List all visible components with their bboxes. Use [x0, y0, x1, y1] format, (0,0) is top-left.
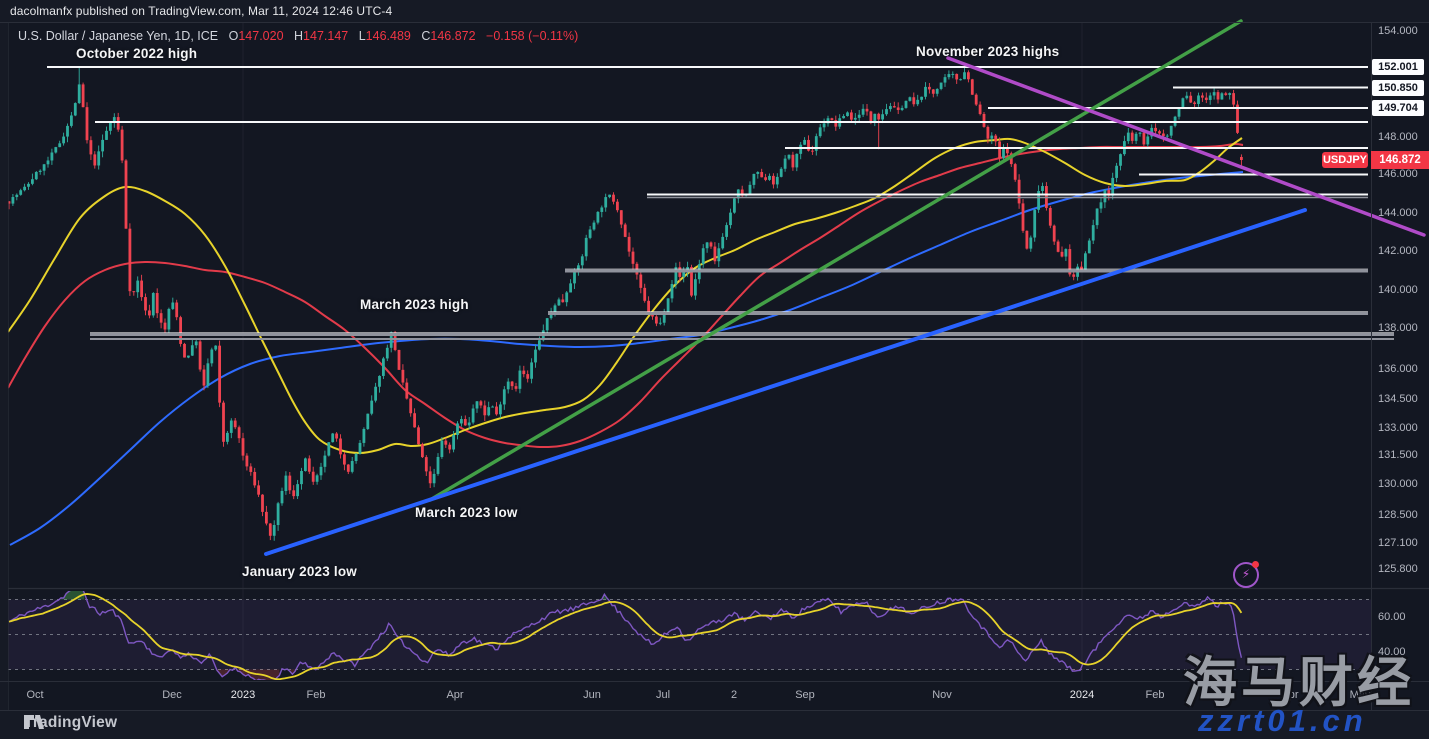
annotation-october-2022-high[interactable]: October 2022 high: [76, 46, 198, 61]
purple-downtrend-from-november-high[interactable]: [946, 56, 1426, 237]
current-price-badge: 146.872: [1371, 151, 1429, 169]
watermark-url-text: zzrt01.cn: [1198, 703, 1367, 738]
price-tick-127.100: 127.100: [1378, 537, 1418, 549]
time-tick-Jun: Jun: [583, 689, 601, 701]
symbol-price-pill: USDJPY: [1322, 152, 1368, 168]
green-uptrend-from-march-low[interactable]: [428, 19, 1243, 502]
time-tick-Oct: Oct: [26, 689, 44, 701]
price-tick-134.500: 134.500: [1378, 393, 1418, 405]
annotation-march-2023-low[interactable]: March 2023 low: [415, 505, 518, 520]
watermark-cn-text: 海马财经: [1183, 653, 1415, 713]
annotation-november-2023-highs[interactable]: November 2023 highs: [916, 44, 1060, 59]
open-label: O: [228, 29, 239, 43]
time-tick-Dec: Dec: [162, 689, 182, 701]
rsi-line: [8, 591, 1243, 680]
sma-fast-yellow: [8, 137, 1243, 455]
symbol-ohlc-legend[interactable]: U.S. Dollar / Japanese Yen, 1D, ICE O147…: [18, 29, 578, 43]
price-tick-140.000: 140.000: [1378, 284, 1418, 296]
tradingview-logo-icon: [24, 715, 44, 729]
price-tick-128.500: 128.500: [1378, 509, 1418, 521]
close-label: C: [421, 29, 431, 43]
price-level-badge-150.850: 150.850: [1372, 79, 1424, 96]
time-tick-Apr: Apr: [446, 689, 464, 701]
price-level-badge-149.704: 149.704: [1372, 100, 1424, 116]
sma-slow-blue: [9, 171, 1244, 546]
time-tick-Feb: Feb: [1145, 689, 1165, 701]
open-value: 147.020: [238, 29, 284, 43]
sma-mid-red: [8, 142, 1244, 449]
candlestick-series: [8, 67, 1243, 541]
price-tick-146.000: 146.000: [1378, 168, 1418, 180]
price-tick-144.000: 144.000: [1378, 207, 1418, 219]
time-tick-2: 2: [730, 689, 738, 701]
price-tick-142.000: 142.000: [1378, 245, 1418, 257]
rsi-indicator: [8, 591, 1243, 680]
annotation-march-2023-high[interactable]: March 2023 high: [360, 297, 469, 312]
high-value: 147.147: [303, 29, 349, 43]
price-tick-133.000: 133.000: [1378, 422, 1418, 434]
attribution-text: dacolmanfx published on TradingView.com,…: [10, 4, 393, 18]
price-tick-130.000: 130.000: [1378, 478, 1418, 490]
time-tick-2023: 2023: [230, 689, 256, 701]
time-tick-Sep: Sep: [795, 689, 815, 701]
low-value: 146.489: [365, 29, 411, 43]
lightning-reaction-button[interactable]: ⚡: [1233, 561, 1259, 588]
change-value: −0.158 (−0.11%): [486, 29, 579, 43]
lightning-icon: ⚡: [1241, 567, 1251, 581]
level-channel-138.8[interactable]: [548, 311, 1368, 315]
price-level-badge-152.001: 152.001: [1372, 59, 1424, 75]
rsi-ma-line: [8, 593, 1243, 680]
tradingview-logo-text: TradingView: [24, 714, 118, 731]
time-tick-Nov: Nov: [932, 689, 952, 701]
price-tick-148.000: 148.000: [1378, 131, 1418, 143]
blue-major-uptrend-from-january-low[interactable]: [264, 208, 1307, 556]
price-tick-136.000: 136.000: [1378, 363, 1418, 375]
rsi-tick-60.00: 60.00: [1378, 611, 1406, 623]
price-tick-154.000: 154.000: [1378, 25, 1418, 37]
annotation-january-2023-low[interactable]: January 2023 low: [242, 564, 358, 579]
time-tick-Apr: Apr: [1281, 689, 1299, 701]
time-tick-Feb: Feb: [306, 689, 326, 701]
price-tick-138.000: 138.000: [1378, 322, 1418, 334]
time-tick-2024: 2024: [1069, 689, 1095, 701]
time-tick-May: May: [1349, 689, 1371, 701]
time-tick-Jul: Jul: [655, 689, 671, 701]
price-tick-125.800: 125.800: [1378, 563, 1418, 575]
level-march-high-138.0-a[interactable]: [90, 332, 1394, 336]
close-value: 146.872: [430, 29, 476, 43]
symbol-title: U.S. Dollar / Japanese Yen, 1D, ICE: [18, 29, 219, 43]
level-channel-141.0[interactable]: [565, 268, 1368, 273]
high-label: H: [294, 29, 304, 43]
low-label: L: [358, 29, 366, 43]
rsi-tick-40.00: 40.00: [1378, 646, 1406, 658]
notification-dot-icon: [1252, 561, 1259, 568]
price-tick-131.500: 131.500: [1378, 449, 1418, 461]
tradingview-logo[interactable]: TradingView: [24, 714, 117, 732]
